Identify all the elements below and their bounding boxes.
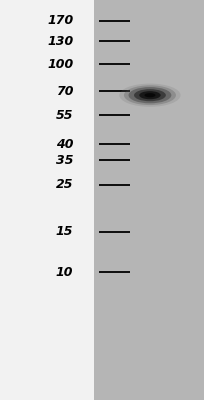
Ellipse shape [129, 87, 171, 103]
Text: 70: 70 [56, 85, 73, 98]
Text: 130: 130 [47, 35, 73, 48]
Bar [94, 0, 204, 400]
Ellipse shape [124, 85, 176, 105]
Text: 10: 10 [56, 266, 73, 278]
Text: 170: 170 [47, 14, 73, 27]
Text: 40: 40 [56, 138, 73, 150]
Ellipse shape [139, 91, 161, 99]
Text: 35: 35 [56, 154, 73, 166]
Text: 15: 15 [56, 226, 73, 238]
Bar [0, 0, 94, 400]
Text: 55: 55 [56, 109, 73, 122]
Ellipse shape [144, 93, 155, 97]
Ellipse shape [119, 84, 181, 107]
Text: 25: 25 [56, 178, 73, 191]
Text: 100: 100 [47, 58, 73, 70]
Ellipse shape [134, 89, 166, 101]
